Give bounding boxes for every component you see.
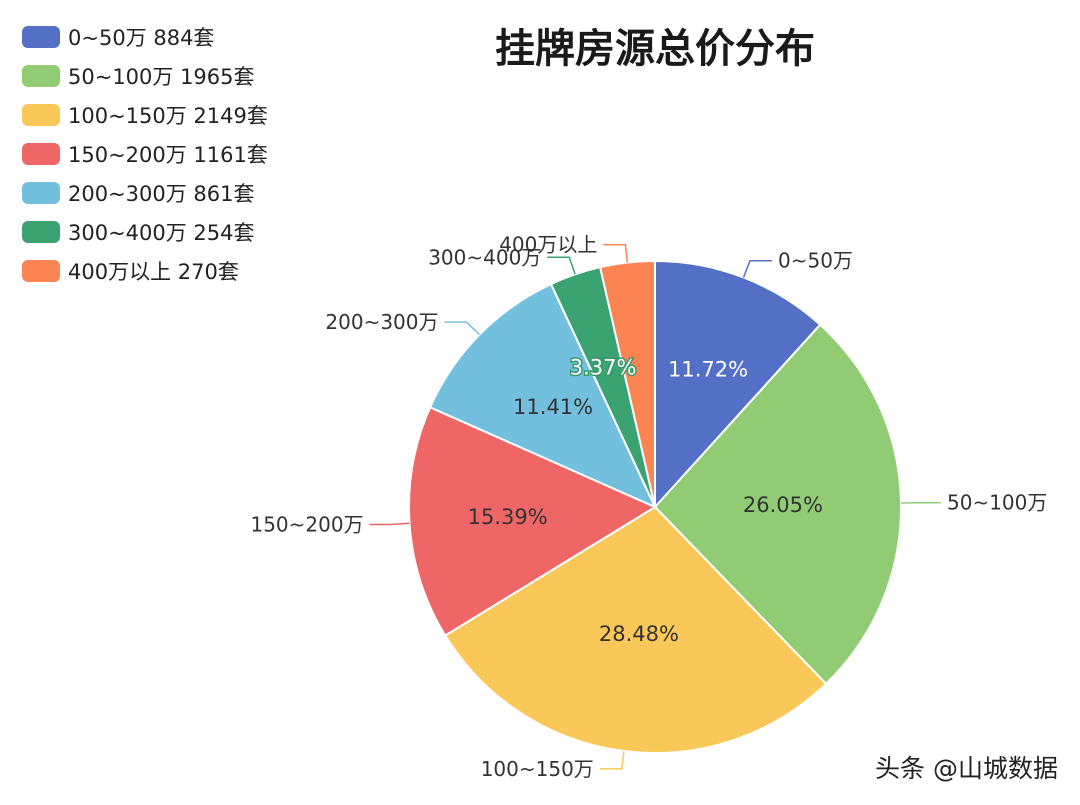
pie-slice[interactable] [654, 323, 902, 685]
legend-label: 150~200万 1161套 [68, 143, 268, 167]
watermark: 头条 @山城数据 [875, 754, 1058, 783]
chart-legend[interactable]: 0~50万 884套 50~100万 1965套 100~150万 2149套 150… [22, 26, 268, 284]
legend-item[interactable]: 150~200万 1161套 [22, 143, 268, 167]
legend-label: 100~150万 2149套 [68, 104, 268, 128]
legend-swatch [22, 143, 60, 165]
legend-swatch [22, 65, 60, 87]
pie-slice[interactable] [408, 406, 656, 637]
category-label: 50~100万 [947, 491, 1047, 515]
percent-label: 28.48% [599, 622, 679, 646]
percent-label: 11.72% [668, 357, 748, 381]
legend-item[interactable]: 100~150万 2149套 [22, 104, 268, 128]
category-label: 300~400万 [428, 245, 541, 269]
legend-item[interactable]: 300~400万 254套 [22, 221, 255, 245]
legend-item[interactable]: 400万以上 270套 [22, 260, 239, 284]
leader-line [547, 256, 576, 275]
legend-swatch [22, 104, 60, 126]
legend-item[interactable]: 0~50万 884套 [22, 26, 214, 50]
label-leader-lines [369, 243, 941, 770]
chart-title: 挂牌房源总价分布 [495, 26, 815, 72]
leader-line [444, 321, 480, 336]
percent-label: 11.41% [513, 395, 593, 419]
category-label: 100~150万 [481, 757, 594, 781]
percent-labels: 11.72% 26.05% 28.48% 15.39% 11.41% 3.37% [468, 354, 823, 646]
pie-slice[interactable] [429, 283, 656, 508]
legend-swatch [22, 26, 60, 48]
category-labels: 0~50万 50~100万 100~150万 150~200万 200~300万 300~… [250, 233, 1047, 781]
leader-line [369, 522, 410, 526]
legend-label: 400万以上 270套 [68, 260, 239, 284]
legend-swatch [22, 221, 60, 243]
category-label: 150~200万 [250, 513, 363, 537]
percent-label: 26.05% [743, 493, 823, 517]
category-label: 400万以上 [499, 233, 597, 257]
legend-item[interactable]: 50~100万 1965套 [22, 65, 255, 89]
leader-line [603, 243, 629, 263]
legend-swatch [22, 260, 60, 282]
percent-label: 3.37% [570, 355, 637, 379]
legend-label: 0~50万 884套 [68, 26, 214, 50]
legend-label: 200~300万 861套 [68, 182, 255, 206]
leader-line [599, 750, 625, 770]
leader-line [742, 259, 772, 278]
legend-item[interactable]: 200~300万 861套 [22, 182, 255, 206]
category-label: 200~300万 [325, 310, 438, 334]
legend-swatch [22, 182, 60, 204]
category-label: 0~50万 [778, 249, 853, 273]
pie-slices [408, 260, 902, 754]
legend-label: 300~400万 254套 [68, 221, 255, 245]
percent-label: 15.39% [468, 505, 548, 529]
legend-label: 50~100万 1965套 [68, 65, 255, 89]
pie-slice[interactable] [599, 260, 656, 508]
